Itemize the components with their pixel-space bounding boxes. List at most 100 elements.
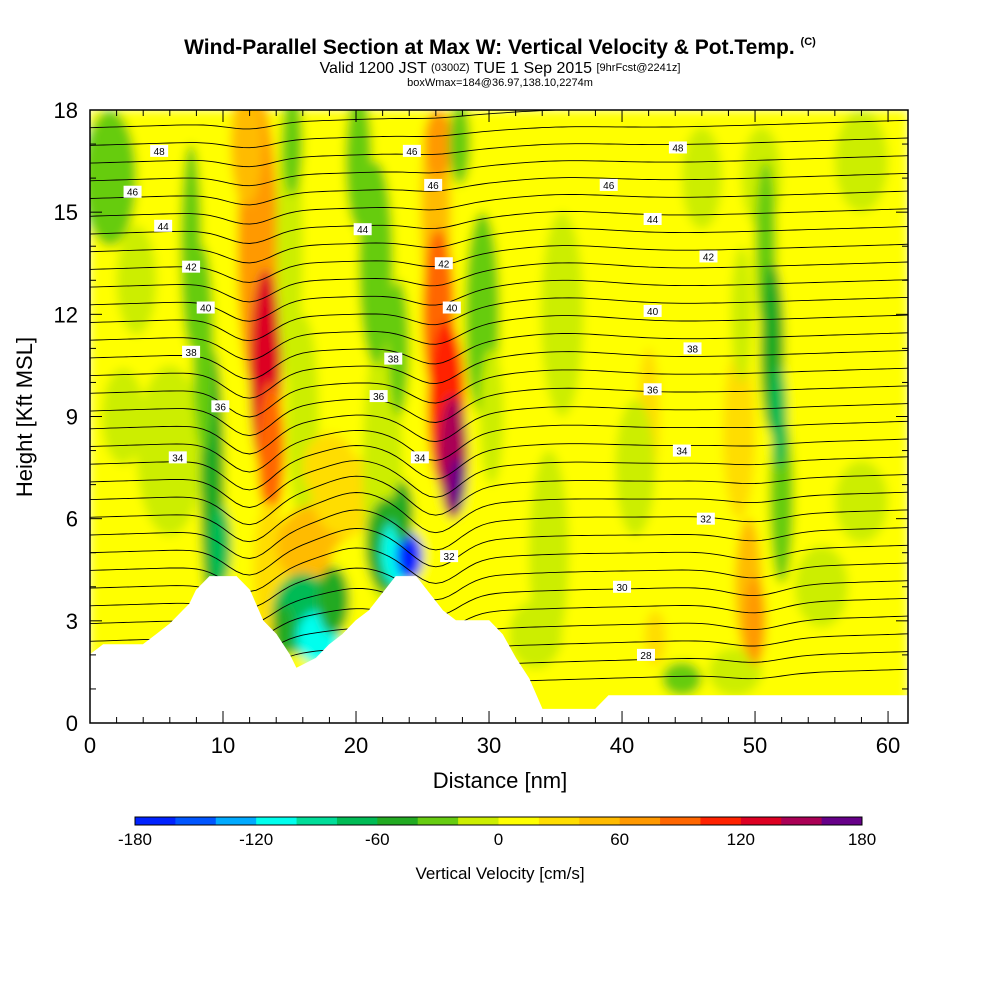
velocity-cell bbox=[731, 246, 753, 383]
theta-isoline bbox=[90, 155, 908, 187]
velocity-cell bbox=[116, 225, 157, 335]
y-tick-label: 15 bbox=[54, 200, 78, 225]
contour-label-text: 46 bbox=[127, 188, 139, 199]
x-tick-label: 0 bbox=[84, 733, 96, 758]
theta-isoline bbox=[90, 49, 908, 74]
velocity-cell bbox=[479, 348, 504, 485]
colorbar-swatch bbox=[458, 817, 499, 825]
theta-isoline bbox=[90, 420, 908, 473]
contour-label: 32 bbox=[440, 550, 459, 563]
contour-label-box bbox=[668, 141, 687, 154]
contour-label-box bbox=[384, 352, 403, 365]
contour-label-box bbox=[353, 223, 372, 236]
boxmax-info: boxWmax=184@36.97,138.10,2274m bbox=[407, 77, 593, 89]
y-tick-label: 6 bbox=[66, 507, 78, 532]
theta-isoline bbox=[90, 527, 908, 576]
colorbar: -180 -120 -60 0 60 120 180 bbox=[118, 816, 876, 849]
utc-time: (0300Z) bbox=[431, 62, 470, 74]
y-tick-label: 18 bbox=[54, 98, 78, 123]
contour-label-box bbox=[168, 451, 187, 464]
terrain-mask bbox=[90, 576, 908, 723]
colorbar-swatch bbox=[215, 817, 257, 825]
contour-label-text: 44 bbox=[647, 215, 659, 226]
contour-label-box bbox=[150, 144, 169, 157]
velocity-cell bbox=[834, 460, 889, 543]
colorbar-swatch bbox=[417, 817, 459, 825]
contour-label-box bbox=[424, 178, 443, 191]
theta-contours bbox=[90, 49, 908, 705]
contour-label-text: 38 bbox=[388, 355, 400, 366]
velocity-cell bbox=[834, 110, 889, 213]
velocity-cell bbox=[395, 532, 423, 580]
colorbar-tick-label: 180 bbox=[848, 830, 876, 849]
contour-label-text: 36 bbox=[373, 392, 385, 403]
velocity-cell bbox=[615, 399, 656, 536]
contour-label-text: 34 bbox=[676, 447, 688, 458]
colorbar-swatch bbox=[740, 817, 782, 825]
colorbar-tick-label: -180 bbox=[118, 830, 152, 849]
contour-label: 32 bbox=[696, 512, 715, 526]
chart-title: Wind-Parallel Section at Max W: Vertical… bbox=[0, 36, 1000, 60]
contour-label-box bbox=[643, 212, 662, 225]
contour-label-box bbox=[402, 144, 421, 157]
contour-label-box bbox=[410, 451, 429, 464]
velocity-cell bbox=[794, 545, 849, 628]
colorbar-swatch bbox=[700, 817, 742, 825]
velocity-cell bbox=[744, 576, 766, 666]
theta-isoline bbox=[90, 119, 908, 149]
theta-isoline bbox=[90, 438, 908, 491]
contour-label: 46 bbox=[424, 178, 443, 192]
contour-label-text: 40 bbox=[446, 304, 458, 315]
contour-label-text: 40 bbox=[200, 304, 212, 315]
contour-label-text: 38 bbox=[186, 348, 198, 359]
velocity-cell bbox=[317, 566, 350, 635]
velocity-cell bbox=[449, 110, 471, 185]
theta-isoline bbox=[90, 474, 908, 526]
velocity-cell bbox=[423, 110, 454, 179]
colorbar-swatch bbox=[579, 817, 621, 825]
theta-isoline bbox=[90, 385, 908, 437]
colorbar-tick-label: 120 bbox=[727, 830, 755, 849]
contour-label: 28 bbox=[636, 648, 655, 662]
theta-isoline bbox=[90, 350, 908, 399]
valid-date: TUE 1 Sep 2015 bbox=[473, 60, 593, 77]
contour-label: 42 bbox=[434, 257, 453, 270]
theta-isoline bbox=[90, 314, 908, 361]
contour-label-box bbox=[369, 390, 388, 403]
contour-label: 36 bbox=[369, 390, 388, 403]
colorbar-swatch bbox=[781, 817, 823, 825]
velocity-cell bbox=[661, 661, 702, 696]
velocity-cell bbox=[281, 110, 303, 196]
contour-label: 34 bbox=[672, 444, 691, 458]
contour-label-text: 42 bbox=[703, 252, 715, 263]
contour-label: 42 bbox=[699, 250, 718, 263]
contour-label-box bbox=[434, 257, 453, 270]
contour-label-box bbox=[211, 400, 230, 413]
velocity-cell bbox=[449, 457, 466, 512]
colorbar-swatch bbox=[256, 817, 297, 825]
colorbar-swatch bbox=[175, 817, 217, 825]
contour-label-text: 42 bbox=[186, 263, 198, 274]
contour-label-text: 44 bbox=[158, 222, 170, 233]
velocity-cell bbox=[136, 365, 204, 536]
contour-label: 48 bbox=[668, 141, 687, 154]
contour-label-box bbox=[123, 185, 142, 198]
contour-label: 34 bbox=[168, 451, 187, 464]
theta-isoline bbox=[90, 296, 908, 342]
theta-isoline bbox=[90, 110, 652, 130]
contour-label-text: 32 bbox=[444, 552, 456, 563]
contour-label-box bbox=[613, 580, 632, 593]
theta-isoline bbox=[90, 67, 908, 92]
contour-label-text: 42 bbox=[438, 259, 450, 270]
contour-label-text: 28 bbox=[640, 651, 652, 662]
contour-label-box bbox=[672, 444, 691, 457]
contour-label-text: 40 bbox=[647, 307, 659, 318]
contour-label-box bbox=[442, 301, 461, 314]
colorbar-tick-label: 0 bbox=[494, 830, 503, 849]
contour-label: 38 bbox=[182, 345, 201, 359]
contour-label-text: 36 bbox=[215, 402, 227, 413]
contour-label-text: 46 bbox=[603, 181, 615, 192]
contour-label-text: 34 bbox=[172, 453, 184, 464]
contour-label-box bbox=[182, 260, 201, 273]
